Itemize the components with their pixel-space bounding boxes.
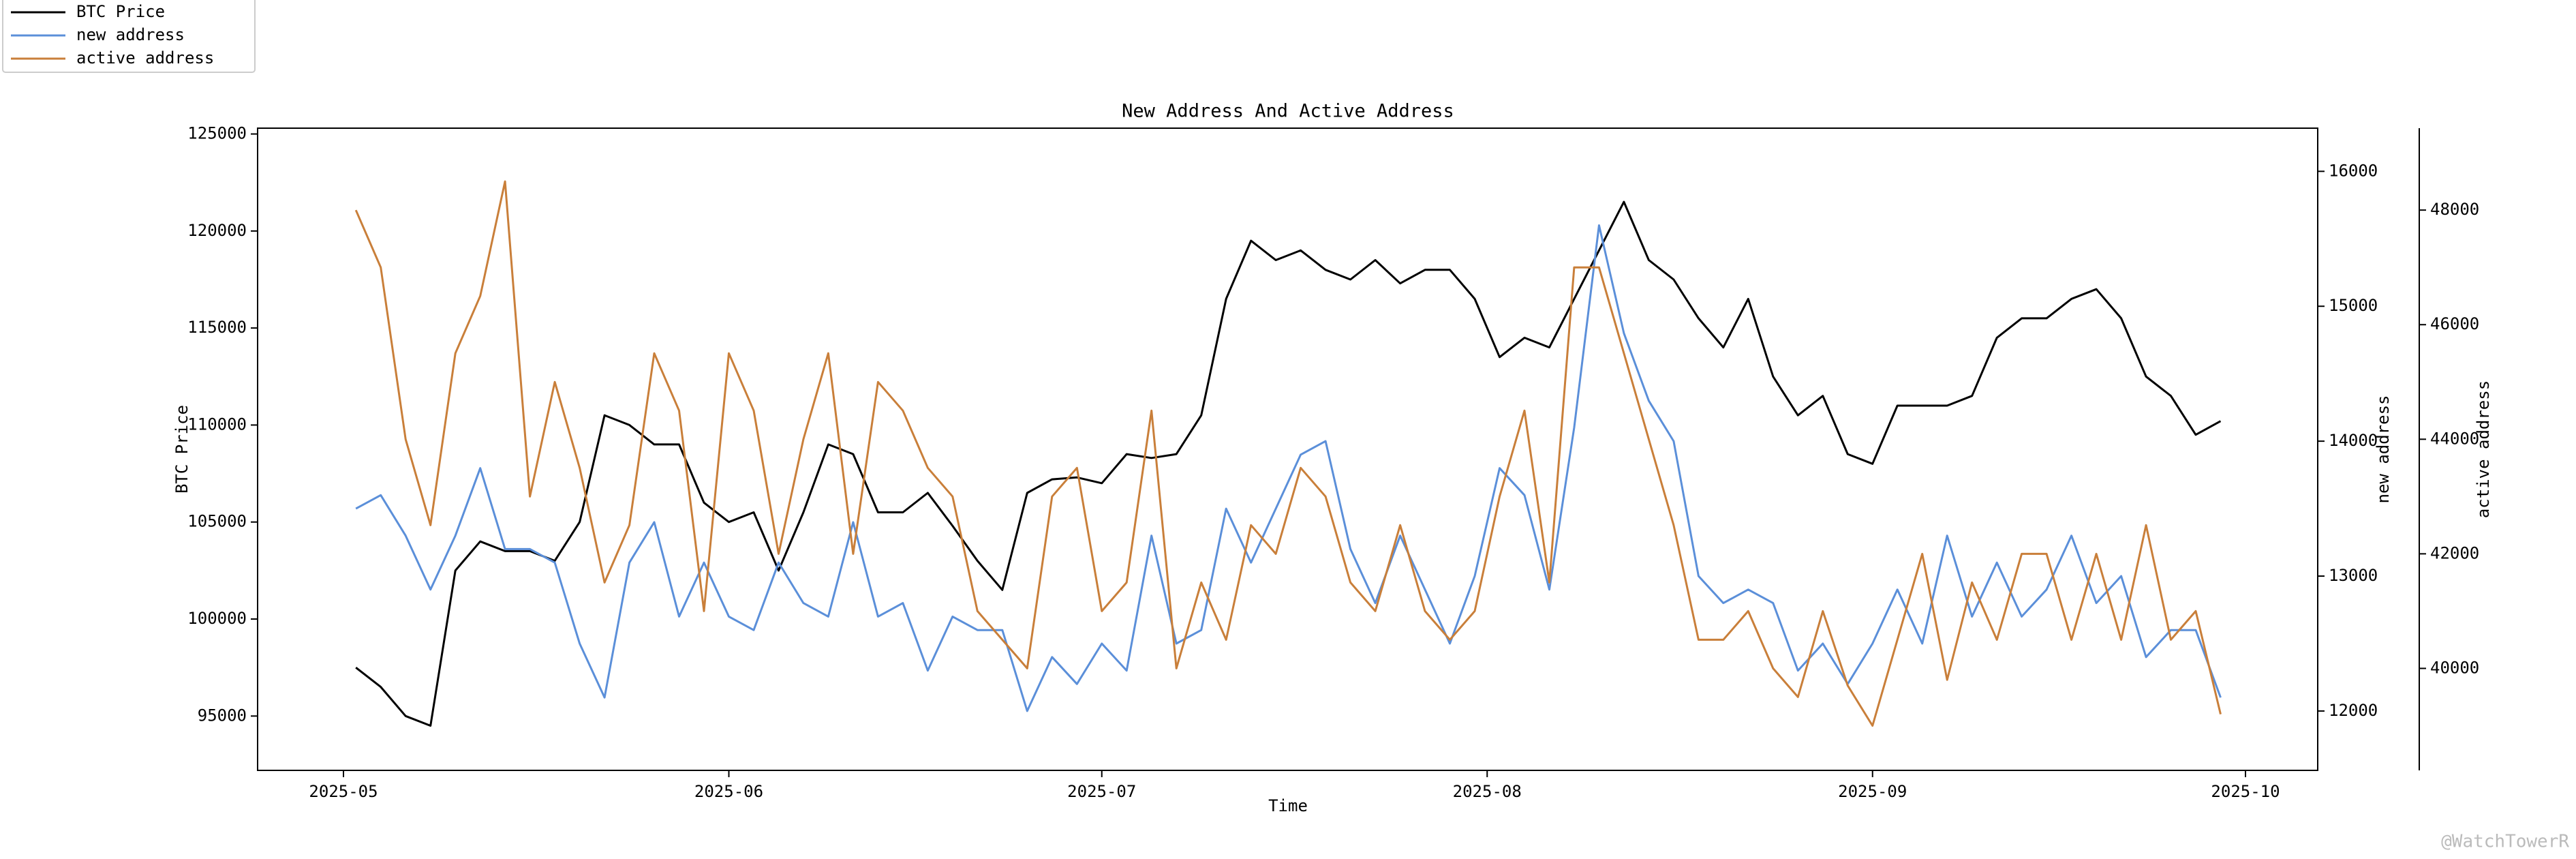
x-tick-label: 2025-05 bbox=[309, 782, 378, 801]
y3-axis-label: active address bbox=[2474, 380, 2493, 518]
y2-axis-label: new address bbox=[2374, 395, 2393, 504]
x-tick-label: 2025-08 bbox=[1453, 782, 1522, 801]
chart-title: New Address And Active Address bbox=[1122, 101, 1454, 122]
y3ticks-label: 48000 bbox=[2430, 200, 2479, 219]
yticks-label: 120000 bbox=[187, 221, 247, 240]
yticks-label: 100000 bbox=[187, 609, 247, 628]
x-axis-label: Time bbox=[1268, 796, 1308, 815]
x-tick-label: 2025-10 bbox=[2211, 782, 2280, 801]
plot-frame bbox=[257, 127, 2318, 771]
x-tick-label: 2025-09 bbox=[1838, 782, 1907, 801]
y2ticks-label: 15000 bbox=[2329, 296, 2378, 315]
legend-box bbox=[2, 0, 256, 73]
yticks-label: 95000 bbox=[198, 706, 247, 725]
y3ticks-label: 44000 bbox=[2430, 429, 2479, 448]
legend-label: BTC Price bbox=[76, 2, 165, 21]
y3ticks-label: 40000 bbox=[2430, 658, 2479, 677]
series-line bbox=[355, 200, 2222, 727]
y-axis-label: BTC Price bbox=[172, 405, 191, 494]
y2ticks-label: 12000 bbox=[2329, 701, 2378, 720]
series-line bbox=[354, 180, 2222, 727]
y3ticks-label: 46000 bbox=[2430, 314, 2479, 333]
y2ticks-label: 13000 bbox=[2329, 566, 2378, 585]
yticks-label: 105000 bbox=[187, 512, 247, 531]
x-tick-label: 2025-07 bbox=[1067, 782, 1136, 801]
yticks-label: 115000 bbox=[187, 318, 247, 337]
y2ticks-label: 16000 bbox=[2329, 161, 2378, 180]
y3ticks-label: 42000 bbox=[2430, 543, 2479, 562]
yticks-label: 125000 bbox=[187, 124, 247, 143]
y2ticks-label: 14000 bbox=[2329, 431, 2378, 450]
legend-label: new address bbox=[76, 25, 185, 44]
yticks-label: 110000 bbox=[187, 415, 247, 434]
legend-label: active address bbox=[76, 48, 214, 67]
series-line bbox=[355, 224, 2222, 712]
watermark: @WatchTowerR bbox=[2441, 832, 2569, 852]
x-tick-label: 2025-06 bbox=[694, 782, 763, 801]
